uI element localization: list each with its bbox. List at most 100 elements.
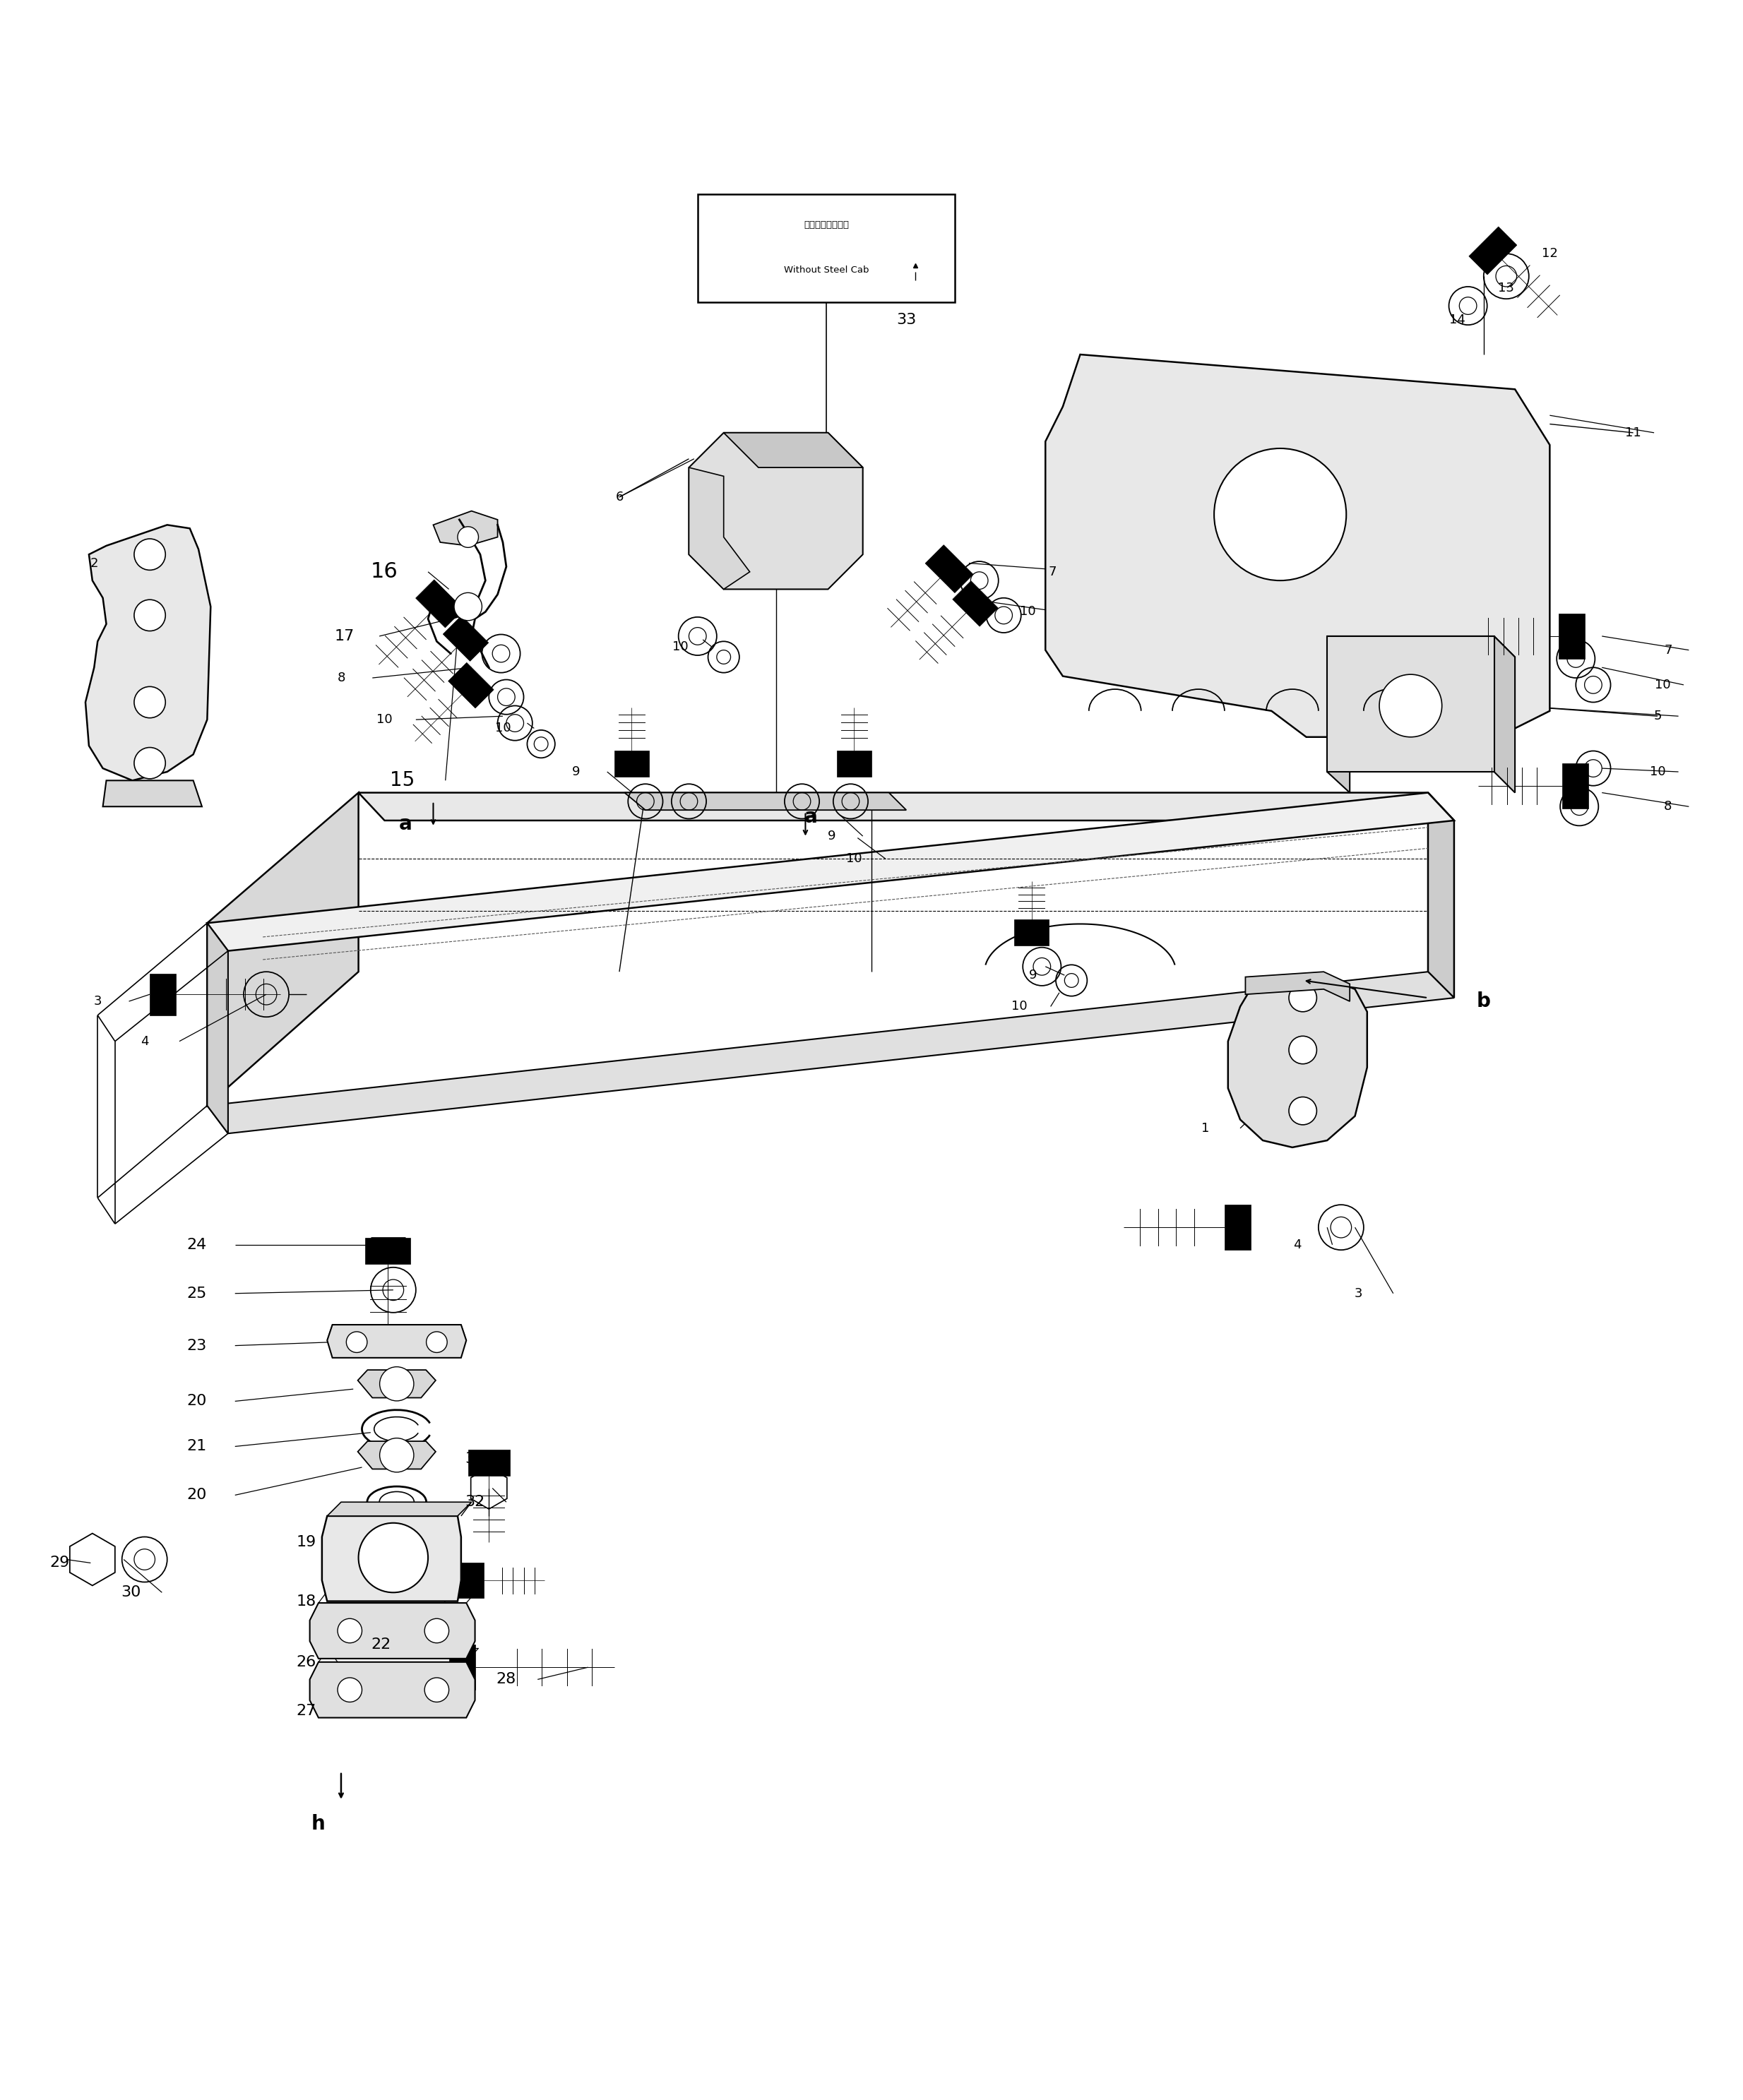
Polygon shape	[1225, 1205, 1251, 1249]
Polygon shape	[1246, 972, 1349, 1002]
Text: h: h	[312, 1814, 326, 1833]
Polygon shape	[150, 974, 176, 1014]
Polygon shape	[688, 468, 749, 590]
Circle shape	[1288, 1035, 1316, 1065]
Text: a: a	[399, 815, 411, 834]
Text: 8: 8	[1665, 800, 1672, 813]
Polygon shape	[1326, 636, 1494, 773]
Text: 9: 9	[828, 830, 835, 842]
Text: a: a	[804, 806, 817, 827]
Circle shape	[1288, 1096, 1316, 1126]
Text: 30: 30	[120, 1586, 141, 1600]
Circle shape	[425, 1619, 450, 1642]
Polygon shape	[1326, 636, 1515, 657]
Text: 10: 10	[1020, 605, 1035, 617]
Text: 10: 10	[845, 853, 863, 865]
Polygon shape	[85, 525, 211, 781]
Text: 13: 13	[1499, 281, 1515, 294]
Text: 25: 25	[187, 1287, 207, 1300]
Text: 10: 10	[495, 722, 511, 735]
Text: 22: 22	[371, 1638, 390, 1653]
Polygon shape	[624, 792, 906, 811]
Circle shape	[134, 748, 166, 779]
Text: 3: 3	[1354, 1287, 1363, 1300]
Text: 4: 4	[1293, 1239, 1302, 1252]
Text: 26: 26	[296, 1655, 315, 1670]
Polygon shape	[1494, 636, 1515, 792]
Text: 18: 18	[296, 1594, 315, 1609]
Polygon shape	[1326, 636, 1349, 792]
Polygon shape	[1428, 792, 1454, 998]
Polygon shape	[837, 752, 871, 777]
Polygon shape	[1469, 227, 1516, 275]
Text: Without Steel Cab: Without Steel Cab	[784, 265, 868, 275]
Polygon shape	[614, 752, 648, 777]
Circle shape	[380, 1438, 413, 1472]
Polygon shape	[458, 1562, 485, 1598]
Polygon shape	[1014, 920, 1049, 945]
Polygon shape	[328, 1502, 472, 1516]
Text: 27: 27	[296, 1703, 315, 1718]
Polygon shape	[357, 1441, 436, 1470]
Polygon shape	[450, 1644, 476, 1691]
Polygon shape	[207, 924, 228, 1134]
Bar	[697, 195, 955, 302]
Circle shape	[359, 1522, 429, 1592]
Polygon shape	[926, 544, 973, 592]
Text: 28: 28	[497, 1672, 516, 1686]
Text: 9: 9	[572, 764, 580, 779]
Text: 1: 1	[1201, 1121, 1210, 1134]
Polygon shape	[359, 792, 1454, 821]
Polygon shape	[1046, 355, 1550, 737]
Text: 11: 11	[1624, 426, 1642, 439]
Polygon shape	[310, 1661, 476, 1718]
Text: 16: 16	[371, 561, 397, 582]
Polygon shape	[443, 615, 488, 662]
Text: 23: 23	[187, 1338, 207, 1352]
Text: 20: 20	[187, 1489, 207, 1502]
Text: 2: 2	[91, 556, 98, 569]
Polygon shape	[469, 1449, 509, 1476]
Text: 10: 10	[673, 640, 688, 653]
Polygon shape	[366, 1237, 411, 1264]
Text: 9: 9	[1028, 968, 1037, 981]
Polygon shape	[357, 1369, 436, 1399]
Circle shape	[1379, 674, 1441, 737]
Polygon shape	[1229, 977, 1367, 1147]
Text: 33: 33	[896, 313, 917, 328]
Circle shape	[338, 1678, 363, 1701]
Text: 32: 32	[465, 1495, 485, 1510]
Text: 10: 10	[1011, 1000, 1027, 1012]
Text: 6: 6	[615, 491, 624, 504]
Circle shape	[134, 540, 166, 569]
Text: 8: 8	[336, 672, 345, 685]
Text: 4: 4	[141, 1035, 148, 1048]
Text: 10: 10	[1654, 678, 1672, 691]
Polygon shape	[103, 781, 202, 806]
Polygon shape	[688, 433, 863, 590]
Text: 29: 29	[49, 1556, 70, 1571]
Text: 31: 31	[465, 1451, 485, 1466]
Circle shape	[134, 687, 166, 718]
Text: 10: 10	[1649, 764, 1666, 779]
Text: 21: 21	[187, 1438, 207, 1453]
Text: 10: 10	[376, 714, 392, 727]
Text: 24: 24	[187, 1237, 207, 1252]
Polygon shape	[953, 582, 999, 626]
Text: 7: 7	[1665, 645, 1672, 657]
Text: 5: 5	[1654, 710, 1661, 722]
Circle shape	[338, 1619, 363, 1642]
Polygon shape	[322, 1516, 462, 1600]
Circle shape	[1288, 985, 1316, 1012]
Polygon shape	[328, 1325, 467, 1359]
Polygon shape	[207, 972, 1454, 1134]
Text: 12: 12	[1541, 248, 1558, 260]
Circle shape	[134, 601, 166, 630]
Text: 14: 14	[1450, 313, 1466, 326]
Text: 20: 20	[187, 1394, 207, 1409]
Polygon shape	[434, 510, 497, 546]
Circle shape	[427, 1331, 448, 1352]
Polygon shape	[723, 433, 863, 468]
Circle shape	[458, 527, 479, 548]
Text: 19: 19	[296, 1535, 315, 1550]
